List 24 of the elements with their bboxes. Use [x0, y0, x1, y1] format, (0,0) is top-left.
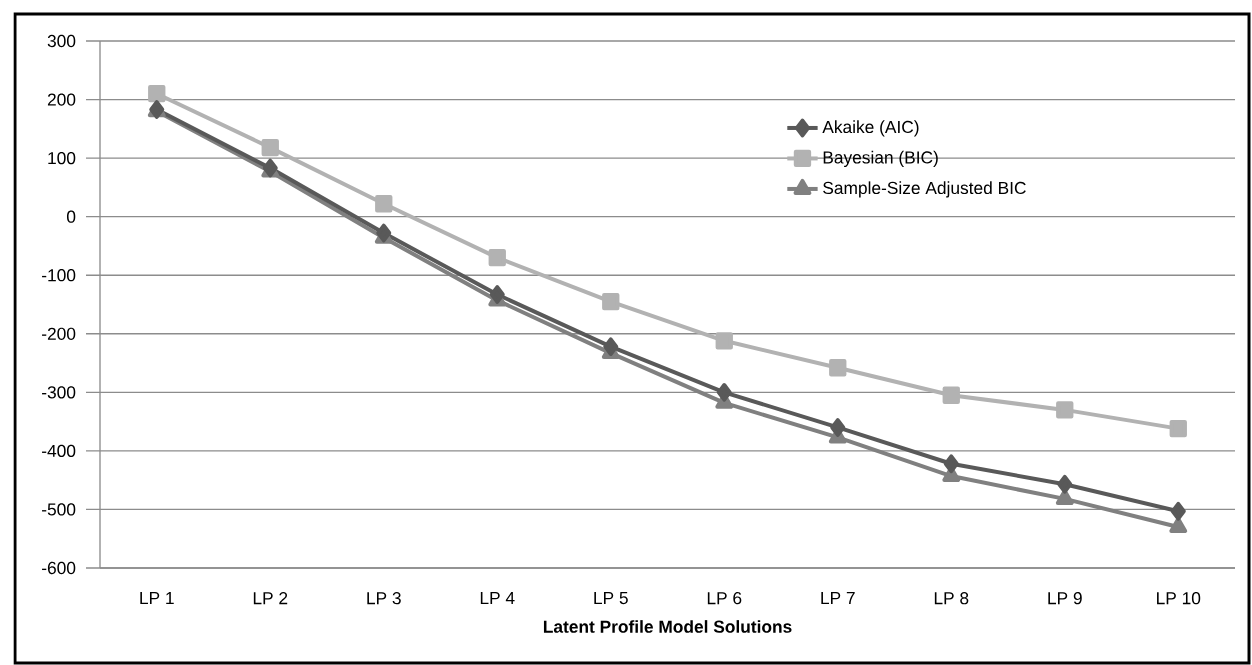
legend-label: Bayesian (BIC) [823, 150, 938, 168]
x-tick-label: LP 5 [594, 592, 628, 605]
x-axis-title: Latent Profile Model Solutions [543, 620, 792, 633]
x-tick-label: LP 3 [367, 592, 401, 605]
x-tick-label: LP 9 [1048, 592, 1082, 605]
y-tick-label: 0 [66, 210, 76, 223]
x-tick-label: LP 6 [707, 592, 742, 605]
x-tick-label: LP 2 [253, 592, 288, 605]
x-tick-label: LP 10 [1157, 592, 1201, 605]
x-tick-label: LP 4 [480, 592, 515, 604]
y-tick-label: -300 [42, 386, 76, 399]
y-tick-label: 300 [47, 34, 76, 48]
y-tick-label: -400 [42, 444, 76, 458]
y-tick-label: 200 [47, 93, 76, 106]
y-tick-label: -600 [42, 561, 76, 575]
y-tick-label: -500 [42, 503, 76, 516]
legend-label: Akaike (AIC) [822, 120, 919, 137]
y-tick-label: 100 [48, 151, 76, 165]
x-tick-label: LP 8 [934, 592, 969, 605]
x-tick-label: LP 7 [821, 592, 855, 604]
x-tick-label: LP 1 [140, 592, 174, 604]
y-tick-label: -200 [42, 327, 76, 340]
y-tick-label: -100 [42, 269, 76, 282]
legend-label: Sample-Size Adjusted BIC [823, 181, 1026, 198]
